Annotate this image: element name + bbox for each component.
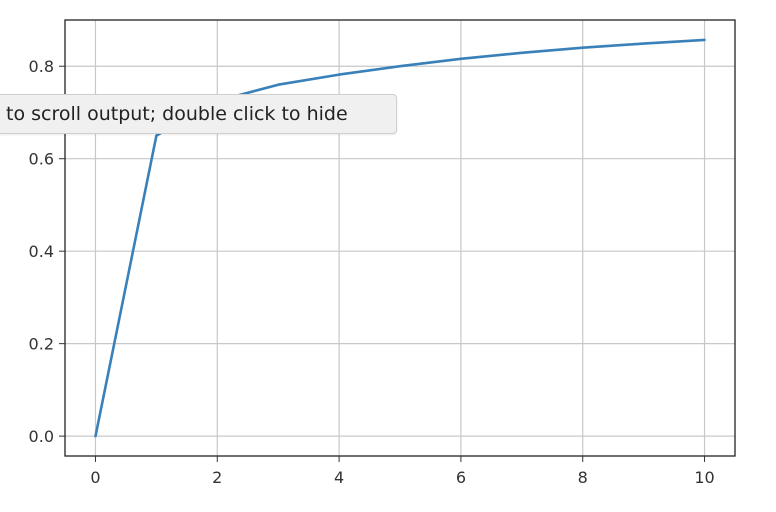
y-tick-label: 0.2: [29, 335, 54, 354]
grid-lines: [65, 20, 735, 456]
axes-frame: [64, 19, 736, 457]
x-tick-label: 10: [694, 468, 714, 487]
y-tick-label: 0.6: [29, 150, 54, 169]
y-tick-label: 0.8: [29, 57, 54, 76]
scroll-output-tooltip[interactable]: to scroll output; double click to hide: [0, 94, 397, 134]
x-tick-label: 8: [578, 468, 588, 487]
tick-labels: 0 2 4 6 8 10 0.0 0.2 0.4 0.6 0.8: [29, 57, 715, 487]
x-tick-label: 0: [90, 468, 100, 487]
x-tick-label: 6: [456, 468, 466, 487]
y-tick-label: 0.4: [29, 242, 54, 261]
plot-frame: [64, 19, 736, 457]
x-tick-label: 2: [212, 468, 222, 487]
tick-marks: [59, 65, 706, 462]
y-tick-label: 0.0: [29, 427, 54, 446]
x-tick-label: 4: [334, 468, 344, 487]
